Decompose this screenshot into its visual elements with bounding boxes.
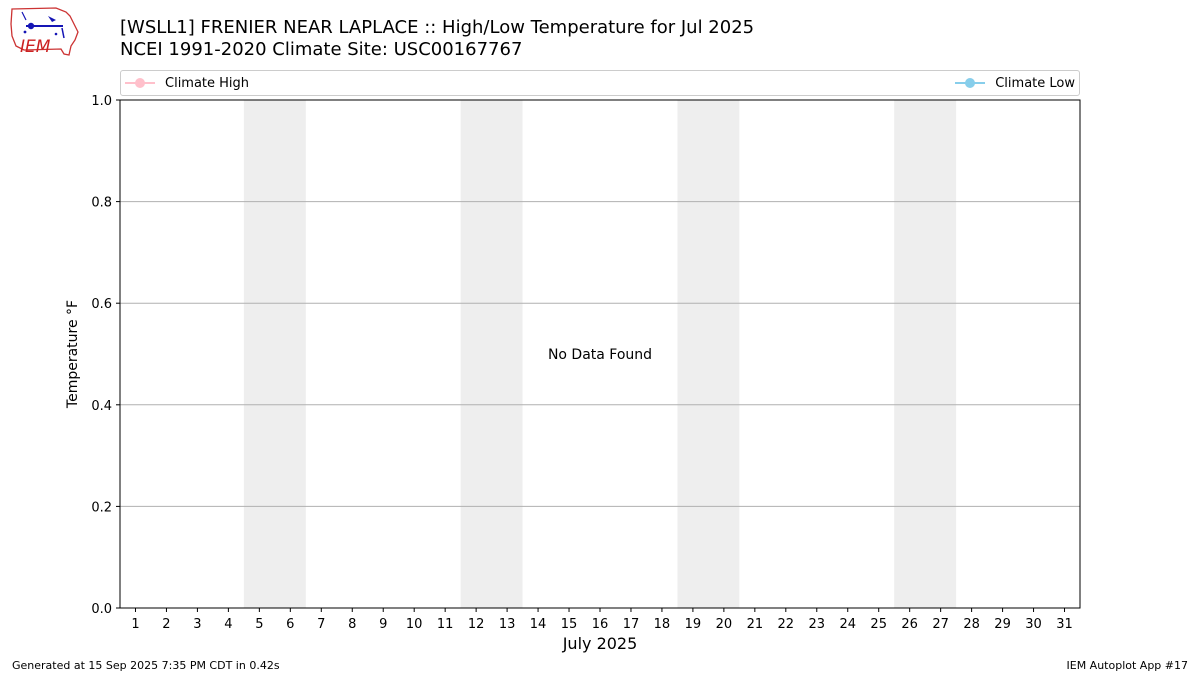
legend-item-climate-low: Climate Low [955,71,1075,95]
y-axis-label: Temperature °F [65,300,81,409]
x-tick-label: 5 [255,617,263,632]
x-tick-label: 7 [317,617,325,632]
x-tick-label: 6 [286,617,294,632]
x-tick-label: 23 [809,617,826,632]
y-tick-label: 0.0 [91,602,112,617]
y-tick-label: 0.4 [91,399,112,414]
plot-frame [119,99,1081,609]
x-tick-label: 3 [193,617,201,632]
x-tick-label: 9 [379,617,387,632]
x-tick-label: 25 [870,617,887,632]
weekend-band [677,100,740,608]
x-tick-label: 11 [437,617,454,632]
x-tick-label: 18 [654,617,671,632]
x-tick-label: 12 [468,617,485,632]
x-tick-label: 26 [901,617,918,632]
x-tick-label: 24 [839,617,856,632]
weekend-band [894,100,957,608]
x-tick-label: 15 [561,617,578,632]
x-tick-label: 2 [162,617,170,632]
x-tick-label: 19 [685,617,702,632]
x-tick-label: 30 [1025,617,1042,632]
x-axis-label: July 2025 [562,634,638,653]
x-tick-label: 31 [1056,617,1073,632]
no-data-annotation: No Data Found [548,347,652,363]
iem-logo-text: IEM [20,37,51,57]
legend-label-climate-low: Climate Low [995,75,1075,91]
y-tick-label: 0.6 [91,297,112,312]
generated-timestamp: Generated at 15 Sep 2025 7:35 PM CDT in … [12,659,280,672]
x-tick-label: 28 [963,617,980,632]
legend-item-climate-high: Climate High [125,71,249,95]
chart-title: [WSLL1] FRENIER NEAR LAPLACE :: High/Low… [120,17,755,38]
x-tick-label: 8 [348,617,356,632]
legend-label-climate-high: Climate High [165,75,250,91]
autoplot-app-label: IEM Autoplot App #17 [1066,659,1189,672]
x-tick-label: 1 [131,617,139,632]
weekend-band [460,100,523,608]
x-tick-label: 13 [499,617,516,632]
y-tick-label: 0.8 [91,196,112,211]
legend-line-climate-low [955,78,986,88]
legend-line-climate-high [125,78,155,88]
y-tick-label: 0.2 [91,500,112,515]
x-tick-label: 14 [530,617,547,632]
x-tick-label: 27 [932,617,949,632]
x-tick-label: 17 [623,617,640,632]
x-tick-label: 4 [224,617,232,632]
x-tick-label: 20 [716,617,733,632]
legend: Climate High Climate Low [120,70,1080,96]
x-tick-label: 22 [778,617,795,632]
x-tick-label: 21 [747,617,764,632]
y-tick-label: 1.0 [91,94,112,109]
chart-subtitle: NCEI 1991-2020 Climate Site: USC00167767 [120,39,523,60]
x-tick-label: 10 [406,617,423,632]
iem-logo: IEM [8,6,80,58]
weekend-band [243,100,306,608]
x-tick-label: 29 [994,617,1011,632]
x-tick-label: 16 [592,617,609,632]
